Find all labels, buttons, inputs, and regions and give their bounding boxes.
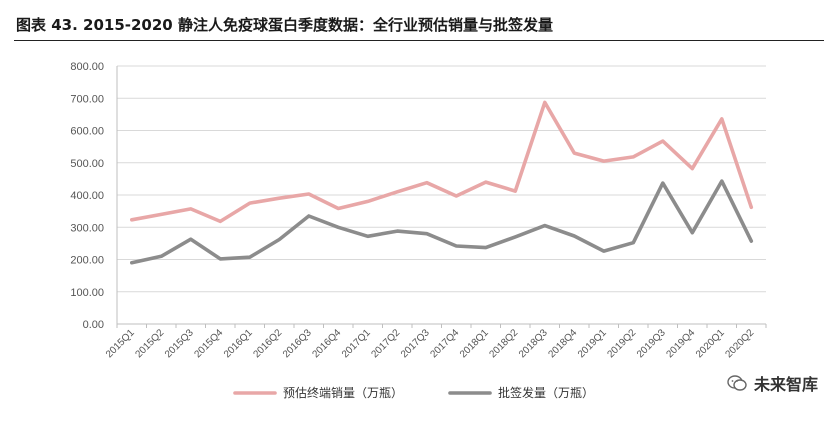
x-tick-label: 2016Q3 bbox=[281, 327, 314, 360]
y-tick-label: 800.00 bbox=[70, 61, 104, 73]
y-tick-label: 400.00 bbox=[70, 190, 104, 202]
x-tick-label: 2017Q1 bbox=[340, 327, 373, 360]
x-tick-label: 2017Q3 bbox=[399, 327, 432, 360]
y-tick-label: 700.00 bbox=[70, 93, 104, 105]
x-tick-label: 2015Q2 bbox=[133, 327, 166, 360]
x-tick-label: 2015Q4 bbox=[192, 327, 225, 360]
x-tick-label: 2018Q3 bbox=[517, 327, 550, 360]
chart-title: 图表 43. 2015-2020 静注人免疫球蛋白季度数据：全行业预估销量与批签… bbox=[16, 16, 553, 34]
wechat-icon bbox=[727, 375, 747, 391]
watermark-text: 未来智库 bbox=[753, 375, 818, 394]
x-tick-label: 2018Q4 bbox=[546, 327, 579, 360]
y-tick-label: 100.00 bbox=[70, 287, 104, 299]
x-tick-label: 2016Q1 bbox=[222, 327, 255, 360]
x-tick-label: 2018Q1 bbox=[458, 327, 491, 360]
y-tick-label: 600.00 bbox=[70, 126, 104, 138]
x-tick-label: 2019Q3 bbox=[635, 327, 668, 360]
x-tick-label: 2019Q1 bbox=[576, 327, 609, 360]
x-tick-label: 2020Q1 bbox=[694, 327, 727, 360]
x-tick-label: 2015Q3 bbox=[163, 327, 196, 360]
y-tick-label: 0.00 bbox=[83, 319, 104, 331]
y-tick-label: 500.00 bbox=[70, 158, 104, 170]
x-tick-label: 2016Q2 bbox=[251, 327, 284, 360]
x-tick-label: 2019Q2 bbox=[605, 327, 638, 360]
y-tick-label: 200.00 bbox=[70, 255, 104, 267]
y-tick-label: 300.00 bbox=[70, 222, 104, 234]
legend-label-1: 预估终端销量（万瓶） bbox=[283, 385, 403, 400]
x-tick-label: 2017Q2 bbox=[369, 327, 402, 360]
legend-label-2: 批签发量（万瓶） bbox=[498, 385, 594, 400]
series-line-2 bbox=[130, 179, 754, 265]
title-bar: 图表 43. 2015-2020 静注人免疫球蛋白季度数据：全行业预估销量与批签… bbox=[14, 10, 824, 41]
x-tick-label: 2018Q2 bbox=[487, 327, 520, 360]
x-tick-label: 2016Q4 bbox=[310, 327, 343, 360]
series-line-1 bbox=[130, 100, 754, 224]
x-tick-label: 2019Q4 bbox=[664, 327, 697, 360]
x-tick-label: 2015Q1 bbox=[104, 327, 137, 360]
watermark: 未来智库 bbox=[726, 371, 818, 395]
x-tick-label: 2020Q2 bbox=[723, 327, 756, 360]
x-tick-label: 2017Q4 bbox=[428, 327, 461, 360]
